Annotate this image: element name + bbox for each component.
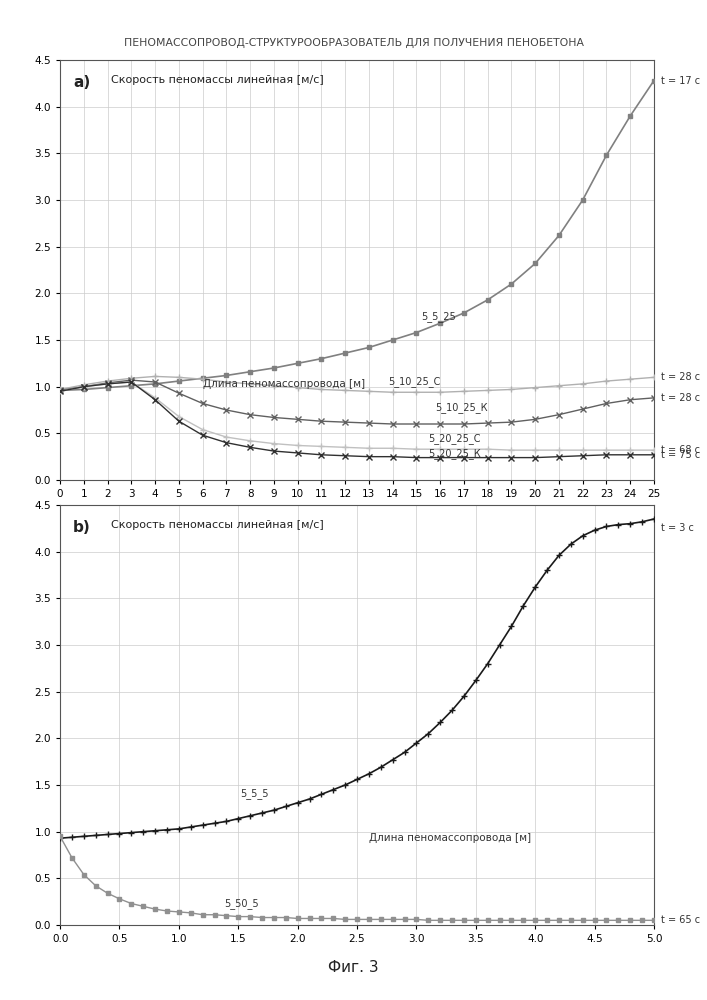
Text: ПЕНОМАССОПРОВОД-СТРУКТУРООБРАЗОВАТЕЛЬ ДЛЯ ПОЛУЧЕНИЯ ПЕНОБЕТОНА: ПЕНОМАССОПРОВОД-СТРУКТУРООБРАЗОВАТЕЛЬ ДЛ…: [124, 38, 583, 48]
Text: t = 3 c: t = 3 c: [661, 523, 694, 533]
Text: Длина пеномассопровода [м]: Длина пеномассопровода [м]: [369, 833, 531, 843]
Text: t = 75 c: t = 75 c: [661, 450, 701, 460]
Text: 5_5_25: 5_5_25: [421, 311, 456, 322]
Text: 5_10_25_С: 5_10_25_С: [388, 376, 440, 387]
Text: t = 17 c: t = 17 c: [661, 76, 700, 86]
Text: 5_5_5: 5_5_5: [240, 788, 269, 799]
Text: Скорость пеномассы линейная [м/с]: Скорость пеномассы линейная [м/с]: [110, 75, 323, 85]
Text: 5_50_5: 5_50_5: [224, 898, 259, 909]
Text: t = 65 c: t = 65 c: [661, 915, 700, 925]
Text: t = 68 c: t = 68 c: [661, 445, 700, 455]
Text: 5_20_25_С: 5_20_25_С: [428, 433, 481, 444]
Text: Скорость пеномассы линейная [м/с]: Скорость пеномассы линейная [м/с]: [110, 520, 323, 530]
Text: Фиг. 3: Фиг. 3: [328, 960, 379, 974]
Text: 5_10_25_К: 5_10_25_К: [436, 402, 488, 413]
Text: a): a): [73, 75, 90, 90]
Text: t = 28 c: t = 28 c: [661, 393, 700, 403]
Text: b): b): [73, 520, 91, 535]
Text: Длина пеномассопровода [м]: Длина пеномассопровода [м]: [203, 379, 365, 389]
Text: t = 28 c: t = 28 c: [661, 372, 700, 382]
Text: 5_20_25_К: 5_20_25_К: [428, 448, 481, 459]
